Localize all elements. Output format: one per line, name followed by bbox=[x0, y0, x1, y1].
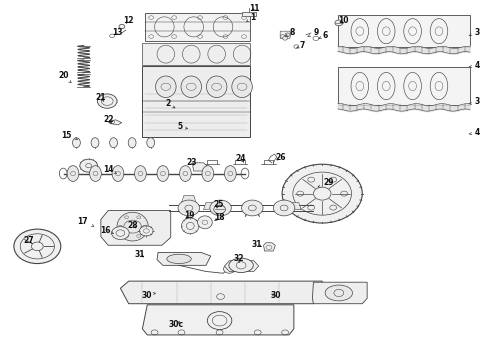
Polygon shape bbox=[121, 281, 322, 304]
Ellipse shape bbox=[91, 138, 99, 148]
Polygon shape bbox=[313, 282, 367, 304]
Ellipse shape bbox=[178, 200, 199, 216]
Ellipse shape bbox=[325, 285, 352, 301]
Text: 32: 32 bbox=[234, 255, 245, 264]
Polygon shape bbox=[181, 195, 196, 208]
Text: 25: 25 bbox=[213, 200, 223, 209]
Ellipse shape bbox=[202, 166, 214, 181]
Ellipse shape bbox=[282, 164, 362, 223]
Ellipse shape bbox=[229, 258, 253, 273]
Ellipse shape bbox=[224, 166, 236, 181]
Ellipse shape bbox=[214, 205, 225, 214]
Ellipse shape bbox=[157, 166, 169, 181]
Ellipse shape bbox=[181, 218, 199, 234]
Ellipse shape bbox=[280, 35, 285, 39]
Polygon shape bbox=[280, 31, 291, 39]
Text: 27: 27 bbox=[24, 237, 34, 246]
Ellipse shape bbox=[90, 166, 101, 181]
Text: 4: 4 bbox=[469, 61, 480, 70]
Polygon shape bbox=[284, 203, 301, 210]
Ellipse shape bbox=[179, 166, 191, 181]
Text: 19: 19 bbox=[184, 211, 195, 220]
Text: 23: 23 bbox=[186, 158, 196, 167]
Ellipse shape bbox=[210, 200, 231, 216]
Text: 7: 7 bbox=[297, 41, 305, 50]
Ellipse shape bbox=[112, 166, 124, 181]
Ellipse shape bbox=[73, 138, 80, 148]
Text: 10: 10 bbox=[339, 16, 349, 25]
Ellipse shape bbox=[110, 138, 118, 148]
Polygon shape bbox=[157, 252, 211, 265]
Ellipse shape bbox=[67, 166, 79, 181]
Ellipse shape bbox=[232, 76, 252, 98]
Polygon shape bbox=[143, 305, 294, 335]
Text: 8: 8 bbox=[286, 28, 295, 37]
Text: 2: 2 bbox=[165, 99, 175, 108]
Text: 1: 1 bbox=[246, 13, 255, 22]
Ellipse shape bbox=[128, 138, 136, 148]
Text: 4: 4 bbox=[469, 128, 480, 137]
Ellipse shape bbox=[14, 229, 61, 264]
Polygon shape bbox=[108, 120, 122, 125]
Polygon shape bbox=[143, 66, 250, 137]
Text: 22: 22 bbox=[103, 115, 114, 124]
Ellipse shape bbox=[147, 138, 155, 148]
Text: 18: 18 bbox=[214, 213, 225, 222]
Polygon shape bbox=[145, 13, 250, 41]
Text: 30c: 30c bbox=[168, 320, 183, 329]
Polygon shape bbox=[193, 163, 207, 171]
Ellipse shape bbox=[181, 76, 201, 98]
Ellipse shape bbox=[156, 76, 176, 98]
Text: 3: 3 bbox=[469, 97, 480, 106]
Polygon shape bbox=[143, 42, 250, 65]
Bar bbox=[242, 12, 256, 16]
Text: 20: 20 bbox=[58, 71, 71, 83]
Text: 13: 13 bbox=[112, 28, 122, 37]
Ellipse shape bbox=[135, 166, 147, 181]
Ellipse shape bbox=[119, 24, 125, 29]
Ellipse shape bbox=[206, 76, 227, 98]
Ellipse shape bbox=[197, 216, 212, 229]
Ellipse shape bbox=[273, 200, 295, 216]
Ellipse shape bbox=[242, 200, 263, 216]
Text: 31: 31 bbox=[135, 250, 145, 259]
Polygon shape bbox=[338, 67, 470, 105]
Text: 24: 24 bbox=[236, 154, 246, 163]
Ellipse shape bbox=[117, 212, 148, 241]
Polygon shape bbox=[101, 211, 171, 245]
Ellipse shape bbox=[335, 20, 343, 26]
Text: 30: 30 bbox=[141, 291, 155, 300]
Ellipse shape bbox=[285, 33, 290, 37]
Ellipse shape bbox=[112, 226, 129, 239]
Polygon shape bbox=[338, 15, 470, 47]
Polygon shape bbox=[264, 243, 275, 251]
Text: 14: 14 bbox=[103, 165, 117, 174]
Ellipse shape bbox=[98, 94, 117, 108]
Text: 3: 3 bbox=[469, 28, 480, 37]
Text: 5: 5 bbox=[178, 122, 188, 131]
Polygon shape bbox=[245, 208, 260, 217]
Polygon shape bbox=[203, 203, 220, 210]
Polygon shape bbox=[224, 261, 259, 271]
Ellipse shape bbox=[167, 254, 191, 264]
Text: 29: 29 bbox=[318, 178, 334, 187]
Ellipse shape bbox=[140, 226, 153, 236]
Text: 9: 9 bbox=[308, 28, 319, 37]
Text: 15: 15 bbox=[61, 131, 77, 140]
Text: 26: 26 bbox=[275, 153, 286, 162]
Text: 21: 21 bbox=[96, 93, 106, 102]
Text: 30: 30 bbox=[270, 291, 281, 300]
Ellipse shape bbox=[223, 265, 235, 273]
Ellipse shape bbox=[80, 159, 98, 172]
Text: 12: 12 bbox=[123, 16, 134, 25]
Text: 16: 16 bbox=[100, 226, 114, 235]
Text: 28: 28 bbox=[127, 221, 138, 230]
Text: 11: 11 bbox=[249, 4, 260, 13]
Text: 17: 17 bbox=[77, 217, 94, 226]
Text: 31: 31 bbox=[252, 240, 263, 249]
Text: 6: 6 bbox=[319, 31, 328, 40]
Ellipse shape bbox=[283, 37, 288, 40]
